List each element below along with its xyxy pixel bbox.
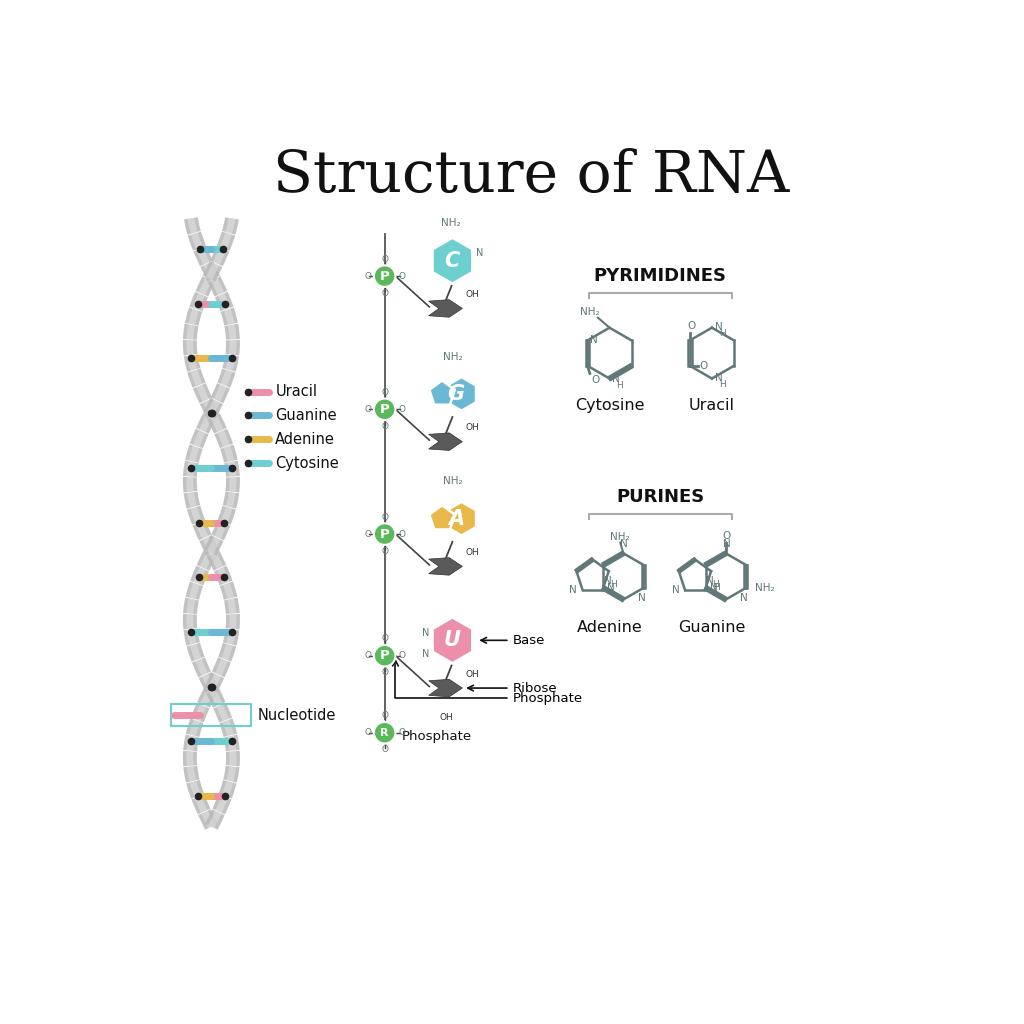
Text: O: O bbox=[398, 404, 406, 414]
Text: OH: OH bbox=[466, 670, 479, 679]
Text: P: P bbox=[380, 269, 389, 283]
Polygon shape bbox=[432, 238, 472, 284]
Text: Uracil: Uracil bbox=[275, 384, 317, 399]
Text: N: N bbox=[476, 248, 483, 258]
Text: N: N bbox=[707, 575, 714, 586]
Text: P: P bbox=[380, 402, 389, 416]
Text: G: G bbox=[447, 384, 465, 403]
Text: A: A bbox=[449, 509, 464, 528]
Text: OH: OH bbox=[466, 548, 479, 557]
Text: PYRIMIDINES: PYRIMIDINES bbox=[594, 267, 727, 285]
Text: Phosphate: Phosphate bbox=[401, 730, 472, 743]
Text: O: O bbox=[381, 547, 388, 555]
Text: N: N bbox=[672, 585, 680, 595]
Text: O: O bbox=[365, 404, 372, 414]
Polygon shape bbox=[429, 381, 455, 404]
Text: O: O bbox=[381, 255, 388, 263]
Text: H: H bbox=[713, 581, 720, 590]
Text: OH: OH bbox=[466, 290, 479, 299]
Text: Uracil: Uracil bbox=[689, 397, 735, 413]
Text: OH: OH bbox=[466, 423, 479, 432]
Circle shape bbox=[374, 523, 395, 545]
Text: N: N bbox=[715, 373, 723, 383]
Polygon shape bbox=[432, 617, 472, 664]
Text: N: N bbox=[638, 593, 646, 602]
Text: O: O bbox=[398, 651, 406, 660]
Text: Phosphate: Phosphate bbox=[392, 660, 583, 705]
Text: Guanine: Guanine bbox=[678, 620, 745, 635]
Text: N: N bbox=[723, 539, 730, 549]
Text: NH₂: NH₂ bbox=[581, 307, 600, 316]
Text: N: N bbox=[590, 336, 598, 345]
Polygon shape bbox=[429, 679, 463, 697]
Text: N: N bbox=[710, 583, 718, 593]
Text: N: N bbox=[569, 585, 578, 595]
Text: Cytosine: Cytosine bbox=[574, 397, 644, 413]
Text: O: O bbox=[381, 712, 388, 720]
Text: Guanine: Guanine bbox=[275, 408, 337, 423]
Text: H: H bbox=[719, 330, 726, 338]
Text: Nucleotide: Nucleotide bbox=[258, 708, 336, 723]
Circle shape bbox=[374, 398, 395, 420]
Text: H: H bbox=[719, 380, 726, 389]
Text: P: P bbox=[380, 527, 389, 541]
Text: O: O bbox=[365, 728, 372, 737]
Text: O: O bbox=[381, 513, 388, 521]
Text: N: N bbox=[611, 374, 620, 384]
Circle shape bbox=[374, 722, 395, 743]
Text: O: O bbox=[381, 289, 388, 298]
Text: H: H bbox=[714, 583, 720, 592]
Text: N: N bbox=[604, 575, 611, 586]
Text: H: H bbox=[615, 381, 623, 390]
Text: NH₂: NH₂ bbox=[755, 583, 774, 593]
Text: O: O bbox=[398, 271, 406, 281]
Text: O: O bbox=[365, 651, 372, 660]
Text: R: R bbox=[380, 728, 389, 737]
Text: O: O bbox=[687, 322, 695, 331]
Text: N: N bbox=[740, 593, 749, 602]
Text: N: N bbox=[607, 583, 615, 593]
Text: Adenine: Adenine bbox=[275, 432, 335, 446]
Polygon shape bbox=[429, 300, 463, 317]
Text: P: P bbox=[380, 649, 389, 663]
Text: O: O bbox=[722, 531, 731, 541]
Text: Structure of RNA: Structure of RNA bbox=[272, 148, 790, 204]
Text: Base: Base bbox=[481, 634, 545, 647]
Text: Ribose: Ribose bbox=[468, 682, 557, 694]
Text: NH₂: NH₂ bbox=[442, 476, 462, 486]
Text: N: N bbox=[422, 628, 429, 638]
Text: O: O bbox=[381, 422, 388, 431]
Text: O: O bbox=[381, 388, 388, 397]
Polygon shape bbox=[429, 558, 463, 575]
Text: NH₂: NH₂ bbox=[441, 218, 461, 228]
Text: NH₂: NH₂ bbox=[442, 351, 462, 361]
Text: PURINES: PURINES bbox=[616, 488, 705, 506]
Text: O: O bbox=[381, 745, 388, 754]
Text: N: N bbox=[715, 322, 723, 332]
Text: Adenine: Adenine bbox=[577, 620, 642, 635]
Text: NH₂: NH₂ bbox=[610, 531, 630, 542]
Text: N: N bbox=[422, 649, 429, 659]
Text: O: O bbox=[699, 360, 708, 371]
Text: OH: OH bbox=[439, 713, 454, 722]
Polygon shape bbox=[446, 502, 476, 536]
Polygon shape bbox=[429, 433, 463, 451]
Polygon shape bbox=[429, 505, 455, 529]
Text: Cytosine: Cytosine bbox=[275, 456, 339, 471]
Text: O: O bbox=[591, 375, 600, 385]
Text: O: O bbox=[365, 271, 372, 281]
Polygon shape bbox=[446, 377, 476, 411]
Circle shape bbox=[374, 645, 395, 667]
Text: O: O bbox=[381, 669, 388, 677]
Text: O: O bbox=[381, 634, 388, 643]
Text: O: O bbox=[398, 529, 406, 539]
Text: H: H bbox=[610, 581, 617, 590]
Text: O: O bbox=[398, 728, 406, 737]
Text: N: N bbox=[621, 539, 628, 549]
Text: O: O bbox=[365, 529, 372, 539]
Text: C: C bbox=[444, 251, 460, 270]
Text: U: U bbox=[444, 631, 461, 650]
Circle shape bbox=[374, 265, 395, 287]
